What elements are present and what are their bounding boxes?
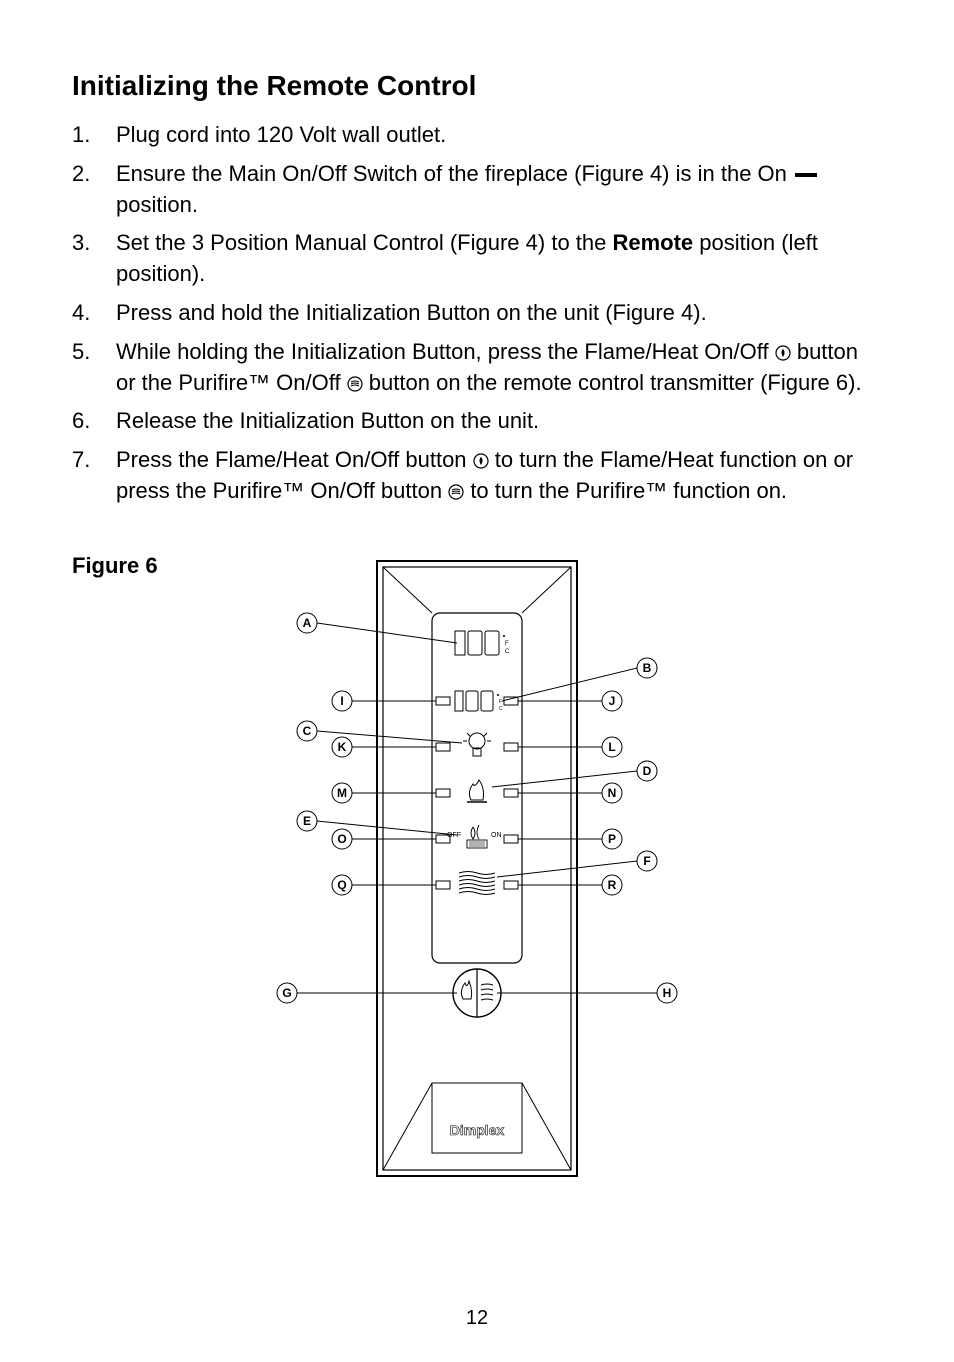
- page-number: 12: [0, 1307, 954, 1330]
- svg-text:G: G: [282, 986, 291, 1000]
- remote-diagram: F C F C OFF: [157, 553, 797, 1193]
- svg-text:D: D: [643, 764, 652, 778]
- figure-6: Figure 6 F C F C: [72, 553, 882, 1193]
- svg-text:F: F: [643, 854, 650, 868]
- svg-text:C: C: [303, 724, 312, 738]
- step-5-a: While holding the Initialization Button,…: [116, 339, 775, 364]
- svg-text:M: M: [337, 786, 347, 800]
- step-5: While holding the Initialization Button,…: [72, 337, 882, 399]
- step-7-a: Press the Flame/Heat On/Off button: [116, 447, 473, 472]
- step-3-bold: Remote: [612, 230, 693, 255]
- step-2-a: Ensure the Main On/Off Switch of the fir…: [116, 161, 787, 186]
- svg-text:Q: Q: [337, 878, 346, 892]
- svg-text:L: L: [608, 740, 615, 754]
- svg-text:B: B: [643, 661, 652, 675]
- svg-text:F: F: [505, 641, 509, 647]
- svg-text:Dimplex: Dimplex: [450, 1122, 505, 1138]
- svg-text:E: E: [303, 814, 311, 828]
- svg-text:F: F: [499, 699, 502, 705]
- purifire-icon: [347, 376, 363, 392]
- flame-heat-icon: [473, 453, 489, 469]
- svg-text:A: A: [303, 616, 312, 630]
- step-7-c: to turn the Purifire™ function on.: [464, 478, 787, 503]
- on-position-icon: [795, 173, 817, 177]
- svg-text:P: P: [608, 832, 616, 846]
- step-2-b: position.: [116, 192, 198, 217]
- svg-text:C: C: [505, 649, 510, 655]
- page-title: Initializing the Remote Control: [72, 70, 882, 102]
- svg-text:I: I: [340, 694, 343, 708]
- steps-list: Plug cord into 120 Volt wall outlet. Ens…: [72, 120, 882, 507]
- step-6: Release the Initialization Button on the…: [72, 406, 882, 437]
- svg-text:N: N: [608, 786, 617, 800]
- svg-text:R: R: [608, 878, 617, 892]
- svg-text:K: K: [338, 740, 347, 754]
- svg-text:O: O: [337, 832, 346, 846]
- flame-heat-icon: [775, 345, 791, 361]
- step-3: Set the 3 Position Manual Control (Figur…: [72, 228, 882, 290]
- purifire-icon: [448, 484, 464, 500]
- step-3-a: Set the 3 Position Manual Control (Figur…: [116, 230, 612, 255]
- step-1: Plug cord into 120 Volt wall outlet.: [72, 120, 882, 151]
- svg-text:J: J: [609, 694, 616, 708]
- step-2: Ensure the Main On/Off Switch of the fir…: [72, 159, 882, 221]
- step-4: Press and hold the Initialization Button…: [72, 298, 882, 329]
- step-7: Press the Flame/Heat On/Off button to tu…: [72, 445, 882, 507]
- step-5-c: button on the remote control transmitter…: [363, 370, 862, 395]
- svg-text:C: C: [499, 706, 503, 712]
- svg-text:H: H: [663, 986, 672, 1000]
- figure-label: Figure 6: [72, 553, 158, 579]
- svg-text:ON: ON: [491, 832, 502, 839]
